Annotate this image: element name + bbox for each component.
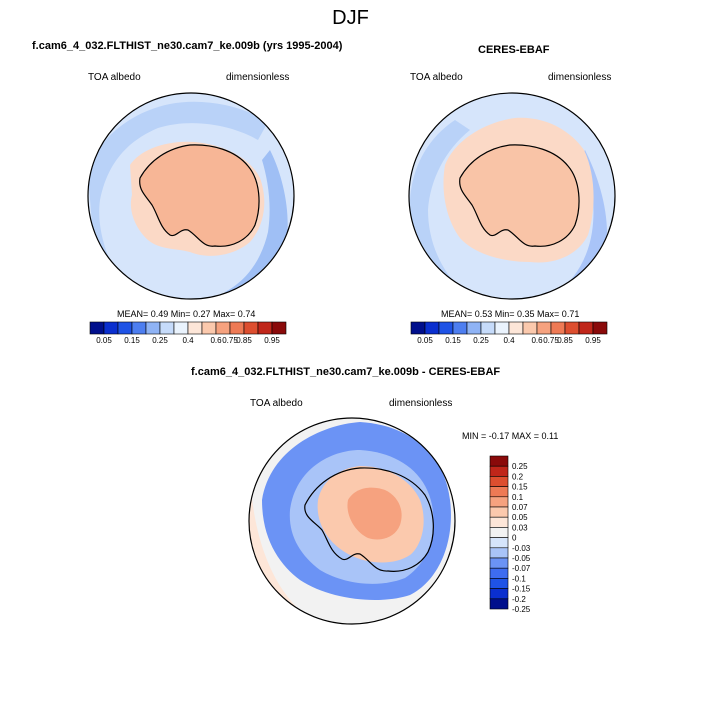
obs-panel-title: CERES-EBAF: [478, 44, 550, 56]
diff-colorbar-tick-label: -0.03: [512, 544, 531, 553]
diff-colorbar-box: [489, 465, 509, 477]
model-colorbar-box: [271, 321, 287, 335]
diff-colorbar-box: [489, 557, 509, 569]
model-colorbar-tick-label: 0.25: [152, 336, 168, 345]
diff-colorbar-box: [489, 496, 509, 508]
obs-colorbar-tick-label: 0.15: [445, 336, 461, 345]
model-colorbar-tick-label: 0.15: [124, 336, 140, 345]
diff-colorbar-tick-label: 0.03: [512, 523, 528, 532]
obs-colorbar-box: [592, 321, 608, 335]
diff-positive-interior-core: [347, 487, 402, 540]
diff-colorbar-box: [489, 537, 509, 549]
diff-colorbar-tick-label: 0: [512, 534, 517, 543]
obs-colorbar-tick-label: 0.85: [557, 336, 573, 345]
obs-colorbar-tick-label: 0.95: [585, 336, 601, 345]
model-colorbar-tick-label: 0.85: [236, 336, 252, 345]
diff-colorbar-tick-label: 0.1: [512, 493, 524, 502]
diff-colorbar-box: [489, 506, 509, 518]
diff-colorbar-tick-label: 0.25: [512, 462, 528, 471]
diff-colorbar-tick-label: 0.07: [512, 503, 528, 512]
model-variable-label: TOA albedo: [88, 72, 141, 83]
diff-variable-label: TOA albedo: [250, 398, 303, 409]
model-antarctica-land: [139, 144, 260, 247]
obs-antarctica-land: [459, 144, 580, 247]
diff-colorbar-tick-label: 0.2: [512, 472, 524, 481]
diff-colorbar-box: [489, 598, 509, 610]
diff-stats: MIN = -0.17 MAX = 0.11: [462, 431, 559, 441]
diff-colorbar-tick-label: 0.05: [512, 513, 528, 522]
diff-panel-title: f.cam6_4_032.FLTHIST_ne30.cam7_ke.009b -…: [191, 366, 501, 378]
obs-colorbar-tick-label: 0.05: [417, 336, 433, 345]
diff-antarctica-coast: [304, 467, 434, 572]
model-map-border: [87, 92, 295, 300]
model-units-label: dimensionless: [226, 72, 290, 83]
diff-colorbar-box: [489, 476, 509, 487]
diff-colorbar-box: [489, 527, 509, 538]
diff-map-border: [248, 417, 456, 625]
model-colorbar-tick-label: 0.6: [210, 336, 222, 345]
diff-units-label: dimensionless: [389, 398, 453, 409]
diff-colorbar-box: [489, 516, 509, 528]
obs-stats: MEAN= 0.53 Min= 0.35 Max= 0.71: [441, 309, 580, 319]
diff-colorbar-tick-label: -0.2: [512, 595, 526, 604]
model-colorbar-tick-label: 0.05: [96, 336, 112, 345]
model-stats: MEAN= 0.49 Min= 0.27 Max= 0.74: [117, 309, 256, 319]
diff-colorbar-tick-label: -0.05: [512, 554, 531, 563]
page-title: DJF: [332, 7, 369, 29]
obs-map-border: [408, 92, 616, 300]
obs-colorbar-tick-label: 0.75: [543, 336, 559, 345]
diff-colorbar-tick-label: 0.15: [512, 483, 528, 492]
model-colorbar-tick-label: 0.75: [222, 336, 238, 345]
diff-colorbar-tick-label: -0.07: [512, 564, 531, 573]
diff-colorbar-box: [489, 578, 509, 589]
obs-colorbar-tick-label: 0.25: [473, 336, 489, 345]
diff-colorbar-box: [489, 588, 509, 600]
diff-colorbar-box: [489, 455, 509, 467]
diff-colorbar-box: [489, 547, 509, 559]
obs-colorbar-tick-label: 0.6: [531, 336, 543, 345]
model-panel-title: f.cam6_4_032.FLTHIST_ne30.cam7_ke.009b (…: [32, 40, 343, 52]
diff-colorbar-tick-label: -0.15: [512, 585, 531, 594]
diff-colorbar-box: [489, 567, 509, 579]
obs-units-label: dimensionless: [548, 72, 612, 83]
model-colorbar-tick-label: 0.4: [182, 336, 194, 345]
diff-colorbar-tick-label: -0.25: [512, 605, 531, 614]
diff-colorbar-box: [489, 486, 509, 498]
model-colorbar-tick-label: 0.95: [264, 336, 280, 345]
obs-variable-label: TOA albedo: [410, 72, 463, 83]
obs-colorbar-tick-label: 0.4: [503, 336, 515, 345]
diff-colorbar-tick-label: -0.1: [512, 574, 526, 583]
